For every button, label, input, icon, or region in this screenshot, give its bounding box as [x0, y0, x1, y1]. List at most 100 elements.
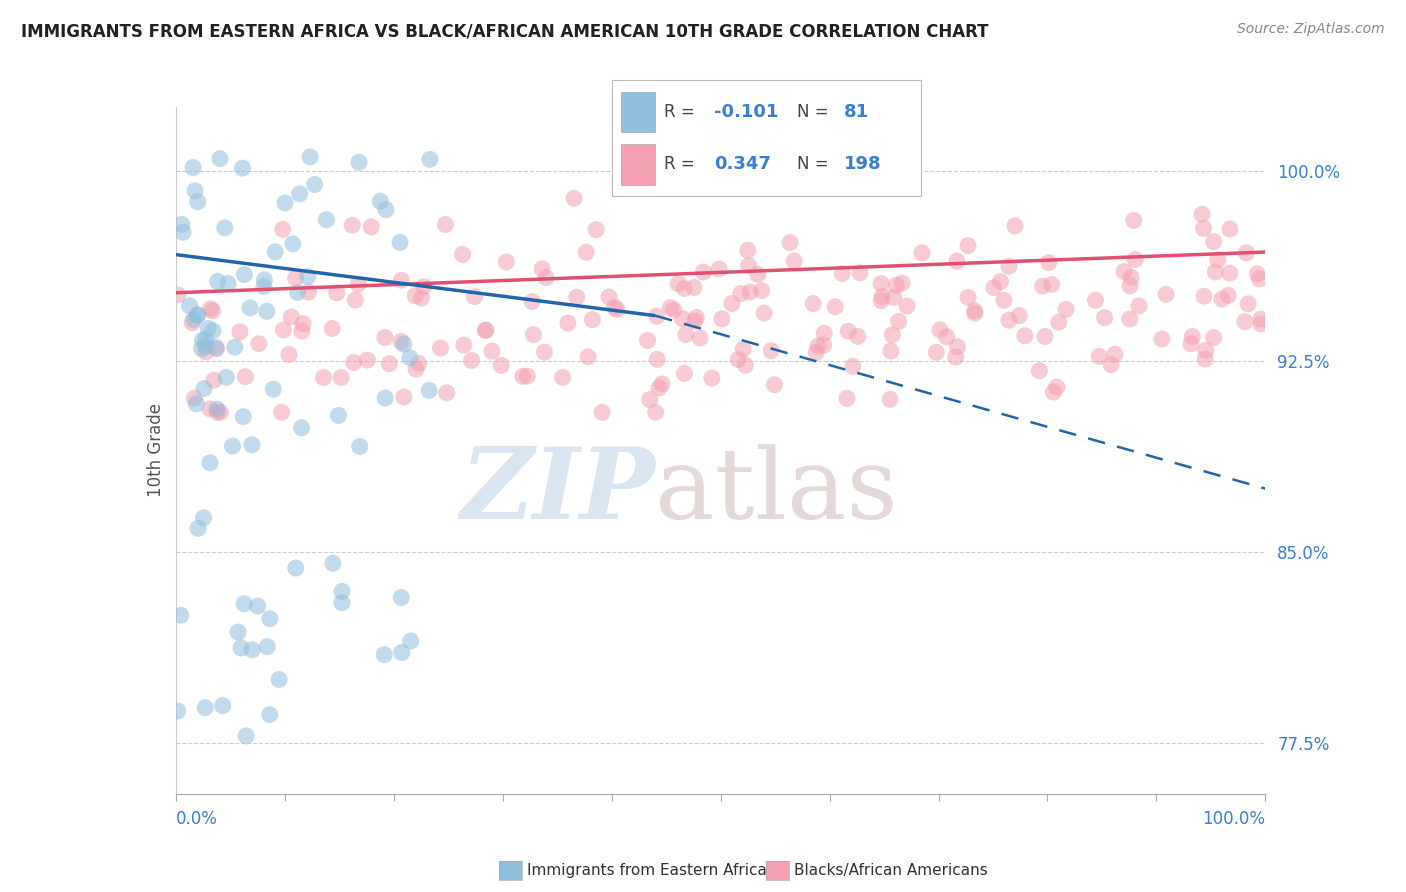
Point: [993, 293, 1015, 308]
Point: [259, 612, 281, 626]
Point: [217, 277, 239, 291]
Point: [187, 521, 209, 535]
Point: [167, 287, 190, 301]
Point: [419, 153, 441, 167]
Point: [183, 392, 205, 406]
Point: [330, 370, 353, 384]
Point: [253, 273, 276, 287]
Point: [983, 281, 1005, 295]
Point: [197, 321, 219, 335]
Point: [879, 392, 901, 407]
Point: [373, 648, 395, 662]
Point: [1202, 330, 1225, 344]
Point: [533, 345, 555, 359]
Point: [751, 284, 773, 298]
Point: [1028, 364, 1050, 378]
Point: [170, 608, 193, 623]
Point: [166, 704, 188, 718]
Text: 198: 198: [844, 155, 882, 173]
Point: [209, 405, 232, 419]
Point: [207, 274, 229, 288]
Point: [565, 290, 588, 304]
Point: [557, 316, 579, 330]
Point: [322, 556, 344, 570]
Point: [824, 300, 846, 314]
Point: [211, 698, 233, 713]
Point: [389, 235, 412, 250]
Point: [1150, 332, 1173, 346]
Point: [1128, 299, 1150, 313]
Point: [1219, 222, 1241, 236]
Point: [292, 317, 315, 331]
Point: [408, 356, 430, 370]
Point: [297, 285, 319, 299]
Point: [946, 340, 969, 354]
Point: [998, 313, 1021, 327]
Point: [1236, 246, 1258, 260]
Point: [232, 409, 254, 424]
Point: [870, 277, 893, 291]
Point: [405, 362, 427, 376]
Point: [520, 294, 543, 309]
Point: [349, 440, 371, 454]
Point: [585, 223, 607, 237]
Point: [727, 352, 749, 367]
Point: [184, 184, 207, 198]
Point: [1181, 329, 1204, 343]
Point: [1218, 288, 1240, 302]
Point: [273, 323, 295, 337]
Point: [453, 338, 475, 352]
Point: [374, 391, 396, 405]
Point: [191, 334, 214, 348]
Point: [581, 312, 603, 326]
Point: [1047, 315, 1070, 329]
Point: [637, 334, 659, 348]
Point: [253, 279, 276, 293]
Point: [315, 212, 337, 227]
Point: [752, 306, 775, 320]
Point: [481, 344, 503, 359]
Point: [374, 202, 396, 217]
Point: [202, 373, 225, 387]
Bar: [621, 144, 655, 185]
Point: [1040, 277, 1063, 292]
Point: [700, 371, 723, 385]
Point: [1054, 302, 1077, 317]
Text: IMMIGRANTS FROM EASTERN AFRICA VS BLACK/AFRICAN AMERICAN 10TH GRADE CORRELATION : IMMIGRANTS FROM EASTERN AFRICA VS BLACK/…: [21, 22, 988, 40]
Point: [1194, 351, 1216, 366]
Point: [648, 381, 671, 395]
Point: [1246, 267, 1268, 281]
Point: [925, 345, 948, 359]
Point: [1123, 252, 1146, 267]
Point: [224, 340, 246, 354]
Point: [1118, 312, 1140, 326]
Point: [215, 370, 238, 384]
Point: [226, 625, 249, 640]
Point: [347, 155, 370, 169]
Point: [849, 266, 872, 280]
Point: [271, 222, 294, 236]
Point: [304, 178, 326, 192]
Point: [576, 350, 599, 364]
Point: [1032, 279, 1054, 293]
Point: [181, 161, 204, 175]
Point: [194, 332, 217, 346]
Point: [645, 352, 668, 367]
Point: [1192, 289, 1215, 303]
Point: [531, 261, 554, 276]
Point: [194, 345, 217, 359]
Point: [186, 308, 208, 322]
Point: [733, 342, 755, 356]
Point: [391, 645, 413, 659]
Point: [880, 343, 903, 358]
Point: [1084, 293, 1107, 308]
Point: [1038, 255, 1060, 269]
Point: [1249, 272, 1271, 286]
Point: [666, 277, 689, 291]
Point: [172, 225, 194, 239]
Point: [1046, 380, 1069, 394]
Point: [644, 405, 666, 419]
Point: [1204, 265, 1226, 279]
Point: [835, 392, 858, 406]
Point: [411, 291, 433, 305]
